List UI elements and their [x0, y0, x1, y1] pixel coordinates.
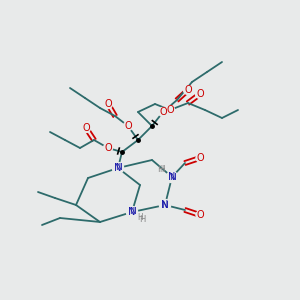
Text: N: N	[168, 172, 176, 182]
Circle shape	[124, 122, 133, 130]
Circle shape	[160, 200, 170, 211]
Circle shape	[167, 172, 178, 182]
Circle shape	[184, 85, 193, 94]
Text: O: O	[104, 99, 112, 109]
Text: H: H	[157, 164, 163, 173]
Text: N: N	[162, 200, 168, 209]
Text: O: O	[196, 210, 204, 220]
Text: H: H	[159, 164, 165, 173]
Text: N: N	[114, 163, 122, 173]
Circle shape	[112, 163, 124, 173]
Text: O: O	[159, 107, 167, 117]
Circle shape	[82, 124, 91, 133]
Circle shape	[158, 107, 167, 116]
Text: O: O	[82, 123, 90, 133]
Circle shape	[196, 89, 205, 98]
Circle shape	[103, 143, 112, 152]
Text: O: O	[104, 143, 112, 153]
Circle shape	[160, 200, 170, 211]
Circle shape	[196, 211, 204, 219]
Text: N: N	[161, 200, 169, 210]
Text: O: O	[196, 89, 204, 99]
Circle shape	[167, 172, 178, 182]
Text: O: O	[196, 153, 204, 163]
Circle shape	[103, 100, 112, 109]
Circle shape	[166, 106, 175, 115]
Circle shape	[112, 163, 124, 173]
Text: N: N	[169, 172, 176, 182]
Circle shape	[127, 206, 137, 218]
Circle shape	[127, 206, 137, 218]
Text: O: O	[124, 121, 132, 131]
Circle shape	[196, 154, 204, 162]
Text: O: O	[166, 105, 174, 115]
Text: O: O	[184, 85, 192, 95]
Text: N: N	[129, 208, 135, 217]
Text: N: N	[115, 164, 122, 172]
Text: H: H	[139, 214, 145, 224]
Text: N: N	[128, 207, 136, 217]
Text: H: H	[137, 214, 143, 223]
